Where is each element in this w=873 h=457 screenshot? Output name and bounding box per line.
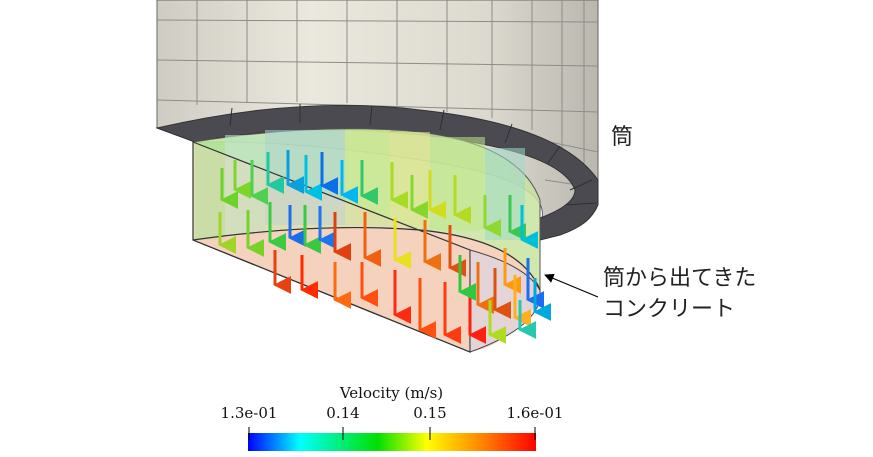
- velocity-arrows: [218, 150, 552, 344]
- colorbar-scale: [248, 433, 536, 451]
- colorbar: [248, 427, 536, 451]
- concrete-leader-line: [544, 273, 599, 298]
- colorbar-tick-label: 0.15: [413, 404, 447, 422]
- concrete-label-line2: コンクリート: [603, 297, 736, 322]
- concrete-label: 筒から出てきた コンクリート: [603, 263, 756, 325]
- colorbar-tick-label: 1.6e-01: [506, 404, 564, 422]
- colorbar-title: Velocity (m/s): [339, 384, 444, 402]
- colorbar-tick-label: 1.3e-01: [220, 404, 278, 422]
- cylinder-label: 筒: [611, 125, 634, 150]
- colorbar-tick-label: 0.14: [326, 404, 360, 422]
- concrete-label-line1: 筒から出てきた: [603, 266, 757, 291]
- cylinder: [155, 0, 599, 241]
- cylinder-mesh: [156, 0, 599, 189]
